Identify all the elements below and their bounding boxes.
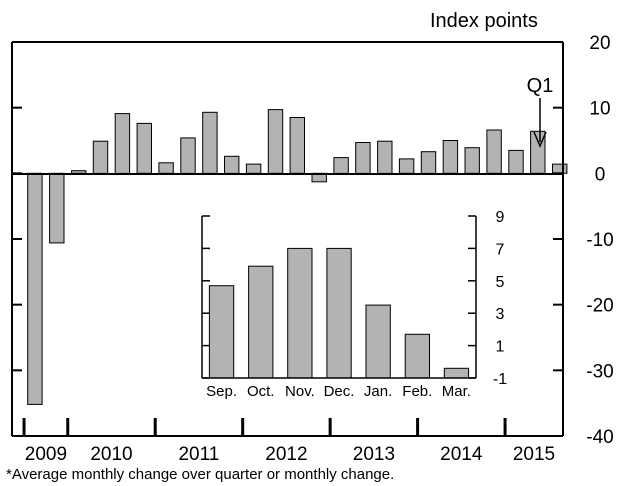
year-label-1: 2010 (90, 444, 132, 465)
inset-bar-4 (365, 304, 391, 379)
bar-2 (71, 170, 87, 174)
year-label-3: 2012 (265, 444, 307, 465)
inset-bar-1 (248, 265, 274, 379)
q1-annotation: Q1 (527, 75, 554, 148)
inset-xlabel-5: Feb. (402, 383, 432, 400)
inset-xlabel-3: Dec. (324, 383, 355, 400)
inset-ytick-label-1: 7 (496, 241, 505, 258)
footnote: *Average monthly change over quarter or … (6, 466, 395, 483)
inset-xlabel-4: Jan. (364, 383, 392, 400)
bar-1 (49, 172, 65, 244)
inset-bars (208, 247, 470, 379)
inset-xlabels: Sep. Oct. Nov. Dec. Jan. Feb. Mar. (206, 383, 471, 400)
ytick-label-2: 0 (595, 164, 606, 185)
bar-18 (420, 151, 437, 174)
inset-bar-5 (404, 333, 431, 379)
year-label-2: 2011 (178, 444, 219, 465)
inset-bar-6 (443, 367, 470, 379)
bar-9 (224, 155, 240, 174)
unit-label: Index points (430, 10, 538, 32)
ytick-label-6: -40 (586, 427, 613, 448)
ytick-label-1: 10 (589, 99, 610, 120)
bar-3 (92, 140, 109, 174)
inset-xlabel-1: Oct. (247, 383, 275, 400)
bar-5 (136, 122, 153, 174)
bar-7 (180, 137, 196, 174)
bar-11 (267, 109, 284, 174)
main-yticks: 20 10 0 -10 -20 -30 -40 (12, 33, 614, 448)
inset-yticks: 9 7 5 3 1 -1 (202, 209, 507, 388)
bar-0 (27, 172, 43, 405)
inset-bar-0 (208, 285, 235, 379)
inset-xlabel-2: Nov. (285, 383, 315, 400)
bar-15 (355, 142, 371, 174)
inset-ytick-label-5: -1 (493, 371, 507, 388)
ytick-label-3: -10 (586, 230, 613, 251)
bar-19 (442, 140, 459, 174)
inset-xlabel-0: Sep. (206, 383, 237, 400)
inset-ytick-label-3: 3 (496, 306, 505, 323)
inset-bar-2 (287, 247, 313, 379)
bar-22 (508, 149, 524, 174)
year-label-6: 2015 (513, 444, 555, 465)
inset-ytick-label-0: 9 (496, 209, 505, 226)
bar-20 (464, 147, 480, 174)
bar-14 (333, 157, 349, 174)
inset-ytick-label-4: 1 (496, 339, 505, 356)
inset-xlabel-6: Mar. (442, 383, 471, 400)
year-label-5: 2014 (440, 444, 483, 465)
bar-17 (398, 158, 415, 174)
bar-10 (245, 163, 262, 174)
bar-21 (486, 129, 502, 174)
ytick-label-5: -30 (586, 361, 613, 382)
inset-chart: 9 7 5 3 1 -1 Sep. Oct. Nov. Dec. Jan. Feb. Mar. (200, 209, 507, 402)
q1-label: Q1 (527, 75, 554, 97)
bar-24 (552, 163, 568, 174)
bar-6 (158, 162, 174, 174)
ytick-label-4: -20 (586, 296, 613, 317)
inset-ytick-label-2: 5 (496, 274, 505, 291)
q1-arrow-head (533, 131, 547, 148)
bar-12 (289, 117, 306, 174)
year-labels: 2009 2010 2011 2012 2013 2014 2015 (25, 444, 555, 465)
bar-4 (114, 113, 131, 174)
main-xticks (22, 418, 507, 436)
inset-bar-3 (326, 247, 352, 379)
bar-16 (377, 140, 393, 174)
year-label-0: 2009 (25, 444, 67, 465)
bar-8 (202, 111, 218, 174)
year-label-4: 2013 (353, 444, 395, 465)
ytick-label-0: 20 (589, 33, 610, 54)
